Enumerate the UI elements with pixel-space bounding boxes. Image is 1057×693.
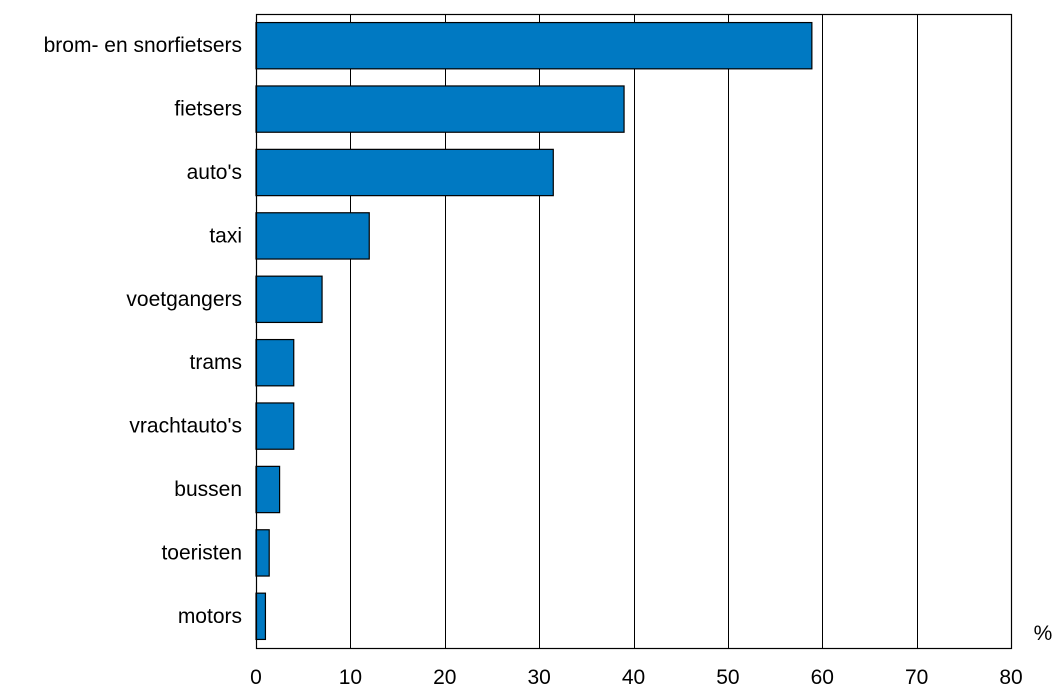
category-labels: brom- en snorfietsers fietsers auto's taxi v… — [44, 34, 242, 628]
bar-auto-s — [255, 148, 554, 197]
x-tick-label-30: 30 — [527, 666, 550, 689]
x-tick-label-70: 70 — [905, 666, 928, 689]
x-tick-label-40: 40 — [622, 666, 645, 689]
bar-toeristen — [255, 529, 270, 577]
bar-bussen — [255, 465, 281, 514]
x-tick-label-20: 20 — [433, 666, 456, 689]
category-label-voetgangers: voetgangers — [126, 288, 242, 311]
category-label-bussen: bussen — [174, 478, 242, 501]
category-label-motors: motors — [178, 605, 242, 628]
category-label-vrachtauto-s: vrachtauto's — [129, 415, 242, 438]
x-tick-label-80: 80 — [999, 666, 1022, 689]
category-label-toeristen: toeristen — [161, 541, 242, 564]
bar-fietsers — [255, 85, 625, 133]
x-tick-label-60: 60 — [811, 666, 834, 689]
category-label-brom-en-snorfietsers: brom- en snorfietsers — [44, 34, 242, 57]
plot-frame — [255, 13, 1013, 650]
x-tick-label-10: 10 — [339, 666, 362, 689]
plot-border — [255, 13, 1013, 650]
bar-taxi — [255, 212, 370, 260]
bars — [255, 21, 813, 641]
category-label-trams: trams — [190, 351, 243, 374]
x-unit-label: % — [1034, 622, 1053, 645]
x-tick-label-0: 0 — [250, 666, 262, 689]
bar-vrachtauto-s — [255, 402, 295, 450]
x-tick-label-50: 50 — [716, 666, 739, 689]
bar-brom-en-snorfietsers — [255, 21, 813, 70]
category-label-taxi: taxi — [209, 224, 242, 247]
x-tick-labels: 0 10 20 30 40 50 60 70 80 — [250, 666, 1023, 689]
bar-voetgangers — [255, 275, 323, 324]
category-label-fietsers: fietsers — [174, 98, 242, 121]
category-label-auto-s: auto's — [187, 161, 242, 184]
bar-trams — [255, 338, 295, 387]
bar-motors — [255, 592, 267, 641]
